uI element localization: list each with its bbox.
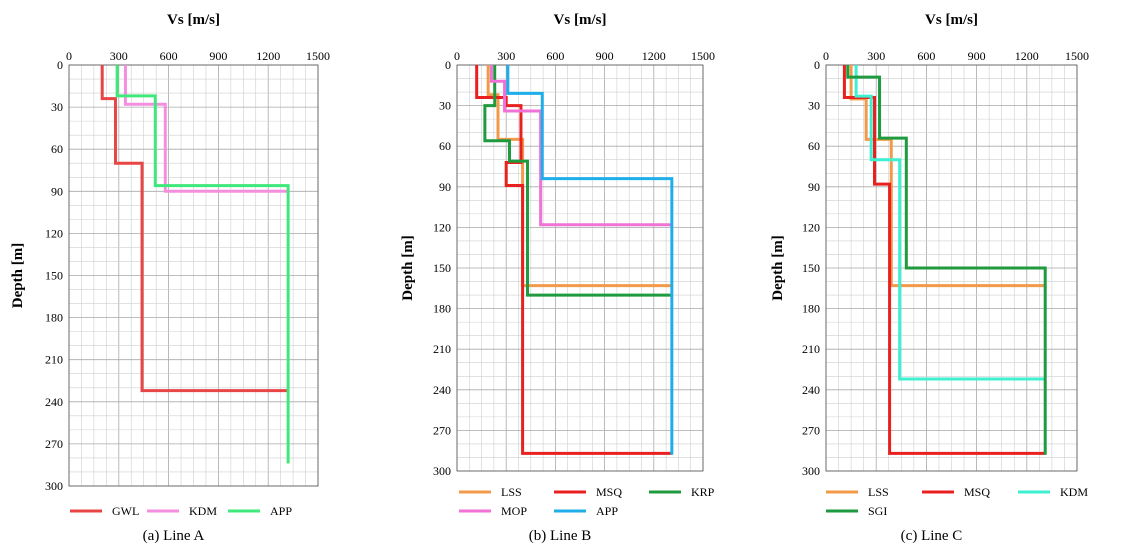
x-tick-label: 1500 <box>691 49 715 63</box>
plot-frame <box>825 64 1078 472</box>
y-tick-label: 60 <box>51 142 63 156</box>
legend-label-gwl: GWL <box>112 504 139 518</box>
y-tick-label: 180 <box>433 302 451 316</box>
y-tick-label: 210 <box>802 342 820 356</box>
panel-caption: (b) Line B <box>529 528 591 544</box>
series-line-krp <box>483 65 672 297</box>
y-tick-label: 0 <box>57 58 63 72</box>
y-axis-title: Depth [m] <box>770 235 786 300</box>
x-axis-title: Vs [m/s] <box>925 12 978 28</box>
y-tick-label: 60 <box>808 139 820 153</box>
y-tick-label: 90 <box>808 180 820 194</box>
series-line-kdm <box>854 65 1046 381</box>
legend-label-sgi: SGI <box>868 504 887 518</box>
legend-label-app: APP <box>270 504 292 518</box>
x-axis-title: Vs [m/s] <box>554 12 607 28</box>
y-tick-label: 150 <box>433 261 451 275</box>
plot-frame <box>456 64 704 472</box>
x-axis-title: Vs [m/s] <box>167 12 220 28</box>
series-line-sgi <box>846 65 1047 455</box>
legend: LSS MSQ KDM SGI <box>826 485 1088 518</box>
x-tick-label: 600 <box>917 49 935 63</box>
legend-label-kdm: KDM <box>1060 485 1088 499</box>
x-tick-label: 300 <box>497 49 515 63</box>
legend-label-lss: LSS <box>868 485 889 499</box>
legend-label-mop: MOP <box>501 504 527 518</box>
x-tick-label: 900 <box>596 49 614 63</box>
series-line-kdm <box>123 65 289 193</box>
y-tick-label: 270 <box>433 423 451 437</box>
series-line-app <box>115 65 290 464</box>
legend: GWL KDM APP <box>70 504 292 518</box>
y-tick-label: 270 <box>45 437 63 451</box>
y-tick-label: 150 <box>802 261 820 275</box>
x-tick-label: 0 <box>454 49 460 63</box>
y-tick-label: 180 <box>802 302 820 316</box>
y-axis-title: Depth [m] <box>10 243 26 308</box>
y-tick-label: 240 <box>433 383 451 397</box>
x-tick-label: 1500 <box>306 49 330 63</box>
x-tick-label: 900 <box>209 49 227 63</box>
x-tick-label: 600 <box>546 49 564 63</box>
x-tick-label: 1200 <box>1015 49 1039 63</box>
y-tick-label: 300 <box>45 479 63 493</box>
plot-frame <box>68 64 319 487</box>
y-tick-label: 90 <box>439 180 451 194</box>
x-tick-label: 0 <box>66 49 72 63</box>
x-tick-label: 300 <box>867 49 885 63</box>
x-tick-label: 300 <box>110 49 128 63</box>
y-tick-label: 120 <box>433 220 451 234</box>
chart-panel-2: Vs [m/s] 0 300 600 900 1200 1500 0 30 60 90 120 150 1… <box>400 12 715 544</box>
grid <box>456 64 704 472</box>
y-tick-label: 240 <box>802 383 820 397</box>
y-tick-label: 120 <box>45 226 63 240</box>
chart-panel-1: Vs [m/s] 0 300 600 900 1200 1500 0 30 60 90 120 150 1… <box>10 12 330 544</box>
x-tick-label: 600 <box>160 49 178 63</box>
panel-caption: (a) Line A <box>143 528 205 544</box>
y-tick-label: 240 <box>45 395 63 409</box>
legend: LSS MSQ KRP MOP APP <box>459 485 715 518</box>
legend-label-app: APP <box>596 504 618 518</box>
y-tick-label: 270 <box>802 423 820 437</box>
series-line-msq <box>842 65 1046 455</box>
y-tick-label: 210 <box>45 353 63 367</box>
x-tick-label: 1500 <box>1065 49 1089 63</box>
y-tick-label: 180 <box>45 311 63 325</box>
legend-label-kdm: KDM <box>189 504 217 518</box>
series-line-gwl <box>100 65 289 393</box>
grid <box>68 64 319 487</box>
y-tick-label: 150 <box>45 269 63 283</box>
y-tick-label: 0 <box>445 58 451 72</box>
x-tick-label: 0 <box>823 49 829 63</box>
legend-label-msq: MSQ <box>596 485 622 499</box>
y-tick-label: 0 <box>814 58 820 72</box>
x-tick-label: 1200 <box>642 49 666 63</box>
y-tick-label: 60 <box>439 139 451 153</box>
y-tick-label: 90 <box>51 184 63 198</box>
y-tick-label: 120 <box>802 220 820 234</box>
legend-label-krp: KRP <box>691 485 715 499</box>
legend-label-lss: LSS <box>501 485 522 499</box>
panel-caption: (c) Line C <box>901 528 963 544</box>
y-tick-label: 210 <box>433 342 451 356</box>
y-axis-title: Depth [m] <box>400 235 416 300</box>
y-tick-label: 30 <box>51 100 63 114</box>
x-tick-label: 1200 <box>256 49 280 63</box>
y-tick-label: 300 <box>433 464 451 478</box>
y-tick-label: 30 <box>439 99 451 113</box>
legend-label-msq: MSQ <box>964 485 990 499</box>
series-line-app <box>506 65 674 455</box>
y-tick-label: 300 <box>802 464 820 478</box>
y-tick-label: 30 <box>808 99 820 113</box>
series-line-mop <box>489 65 672 227</box>
chart-panel-3: Vs [m/s] 0 300 600 900 1200 1500 0 30 60 90 120 150 1… <box>770 12 1089 544</box>
x-tick-label: 900 <box>968 49 986 63</box>
